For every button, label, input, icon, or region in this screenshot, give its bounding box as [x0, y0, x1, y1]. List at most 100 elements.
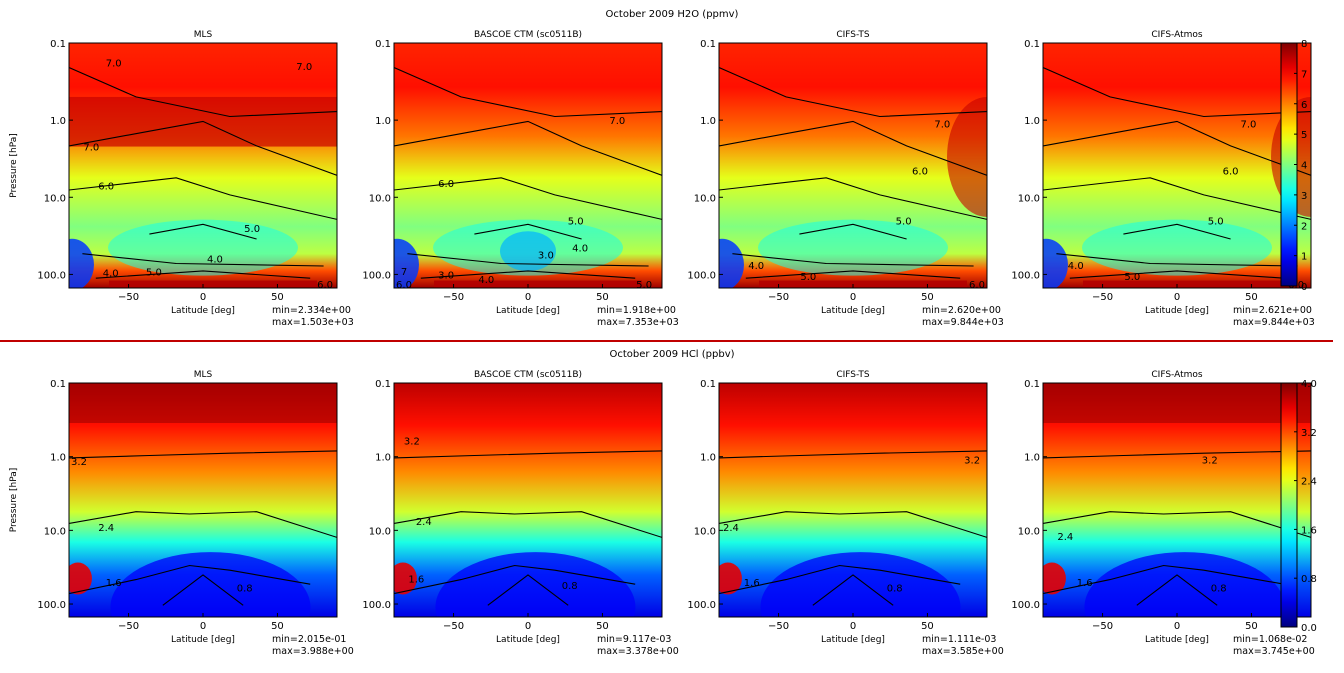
- colorbar: 0.0 0.8 1.6 2.4 3.2 4.0: [1280, 379, 1317, 634]
- contour-label: 1.6: [744, 578, 760, 589]
- contour-label: 5.0: [568, 216, 584, 227]
- y-tick-label: 1.0: [700, 116, 716, 127]
- top-high-band: [69, 383, 337, 423]
- min-value: min=1.918e+00: [597, 305, 676, 316]
- colorbar-tick-label: 6: [1301, 100, 1307, 111]
- wet-troposphere: [109, 280, 317, 288]
- figure-title: October 2009 HCl (ppbv): [609, 349, 734, 360]
- contour-line: [394, 564, 636, 595]
- y-tick-label: 0.1: [1024, 379, 1040, 390]
- contour-label: 4.0: [572, 244, 588, 255]
- y-tick-label: 100.0: [687, 270, 716, 281]
- x-tick-label: −50: [443, 621, 464, 632]
- colorbar-tick-label: 5: [1301, 130, 1307, 141]
- contour-label: 6.0: [98, 181, 114, 192]
- dry-region: [1082, 219, 1272, 276]
- panel: BASCOE CTM (sc0511B) −50 0 50 Latitude [deg]…: [362, 370, 678, 657]
- contour-label: 2.4: [416, 517, 432, 528]
- min-value: min=2.015e-01: [272, 634, 346, 645]
- contour-label: 5.0: [1208, 216, 1224, 227]
- contour-label: 6.0: [438, 179, 454, 190]
- colorbar-tick-label: 1.6: [1301, 525, 1317, 536]
- y-tick-label: 10.0: [1018, 526, 1040, 537]
- heatmap-field: [1043, 383, 1311, 617]
- contour-label: 2.4: [98, 523, 114, 534]
- y-tick-label: 0.1: [1024, 39, 1040, 50]
- y-tick-label: 1.0: [700, 453, 716, 464]
- x-tick-label: 50: [921, 292, 934, 303]
- contour-line: [1069, 270, 1285, 279]
- y-tick-label: 100.0: [362, 270, 391, 281]
- y-tick-label: 100.0: [687, 600, 716, 611]
- x-axis-label: Latitude [deg]: [1145, 306, 1209, 316]
- x-tick-label: 50: [921, 621, 934, 632]
- x-tick-label: 50: [1245, 621, 1258, 632]
- contour-line: [394, 177, 662, 220]
- contour-label: 0.8: [562, 581, 578, 592]
- x-tick-label: 0: [1174, 621, 1180, 632]
- x-tick-label: 0: [200, 621, 206, 632]
- x-axis-label: Latitude [deg]: [821, 306, 885, 316]
- min-value: min=1.068e-02: [1233, 634, 1307, 645]
- x-tick-label: 0: [525, 292, 531, 303]
- x-tick-label: 0: [850, 292, 856, 303]
- contour-line: [95, 270, 311, 279]
- low-hcl-region: [1084, 552, 1285, 617]
- heatmap-field: [69, 383, 337, 617]
- polar-dry-patch: [69, 238, 94, 288]
- x-tick-label: −50: [118, 292, 139, 303]
- y-tick-label: 1.0: [1024, 116, 1040, 127]
- y-tick-label: 100.0: [1011, 600, 1040, 611]
- min-value: min=2.620e+00: [922, 305, 1001, 316]
- colorbar-tick-label: 8: [1301, 39, 1307, 50]
- x-tick-label: −50: [443, 292, 464, 303]
- panel: MLS −50 0 50 Latitude [deg] 0.1 1.0 10.0 100.0 Pr…: [9, 370, 354, 657]
- contour-label: 0.8: [237, 584, 253, 595]
- y-tick-label: 0.1: [50, 39, 66, 50]
- y-tick-label: 10.0: [44, 193, 66, 204]
- min-value: min=1.111e-03: [922, 634, 996, 645]
- contour-line: [719, 177, 987, 220]
- low-hcl-region: [760, 552, 961, 617]
- max-value: max=3.988e+00: [272, 646, 354, 657]
- y-tick-label: 0.1: [375, 39, 391, 50]
- y-tick-label: 100.0: [37, 270, 66, 281]
- contour-label: 4.0: [103, 269, 119, 280]
- contour-line: [69, 450, 337, 459]
- y-axis-label: Pressure [hPa]: [9, 133, 19, 198]
- panel: MLS −50 0 50 Latitude [deg] 0.1 1.0 10.0 100.0 Pr…: [9, 30, 354, 328]
- y-tick-label: 1.0: [375, 453, 391, 464]
- y-tick-label: 0.1: [375, 379, 391, 390]
- contour-line: [1043, 177, 1311, 220]
- colorbar-gradient: [1280, 382, 1298, 628]
- x-tick-label: 50: [596, 292, 609, 303]
- contour-line: [1043, 66, 1311, 118]
- colorbar-tick-label: 3: [1301, 191, 1307, 202]
- contour-label: 6.0: [912, 167, 928, 178]
- x-tick-label: −50: [768, 621, 789, 632]
- contour-line: [1043, 120, 1311, 176]
- contour-label: 7.0: [296, 62, 312, 73]
- contour-label: 5.0: [146, 268, 162, 279]
- y-tick-label: 10.0: [369, 193, 391, 204]
- y-tick-label: 0.1: [50, 379, 66, 390]
- polar-high-patch: [1043, 562, 1066, 595]
- contour-label: 5.0: [244, 224, 260, 235]
- polar-dry-patch: [394, 238, 419, 288]
- contour-line: [812, 574, 894, 606]
- contour-label: 0.8: [1211, 584, 1227, 595]
- contour-label: 7.0: [106, 59, 122, 70]
- polar-high-patch: [394, 562, 417, 595]
- y-tick-label: 1.0: [375, 116, 391, 127]
- contour-label: 1.6: [408, 574, 424, 585]
- x-axis-label: Latitude [deg]: [496, 306, 560, 316]
- contour-line: [69, 177, 337, 220]
- panel: BASCOE CTM (sc0511B) −50 0 50 Latitude [deg]…: [362, 30, 678, 328]
- contour-label: 6.0: [1223, 167, 1239, 178]
- contour-line: [69, 66, 337, 118]
- contour-line: [1043, 511, 1311, 538]
- contour-line: [69, 564, 311, 595]
- contour-label: 6.0: [317, 280, 333, 291]
- min-region: [500, 231, 556, 272]
